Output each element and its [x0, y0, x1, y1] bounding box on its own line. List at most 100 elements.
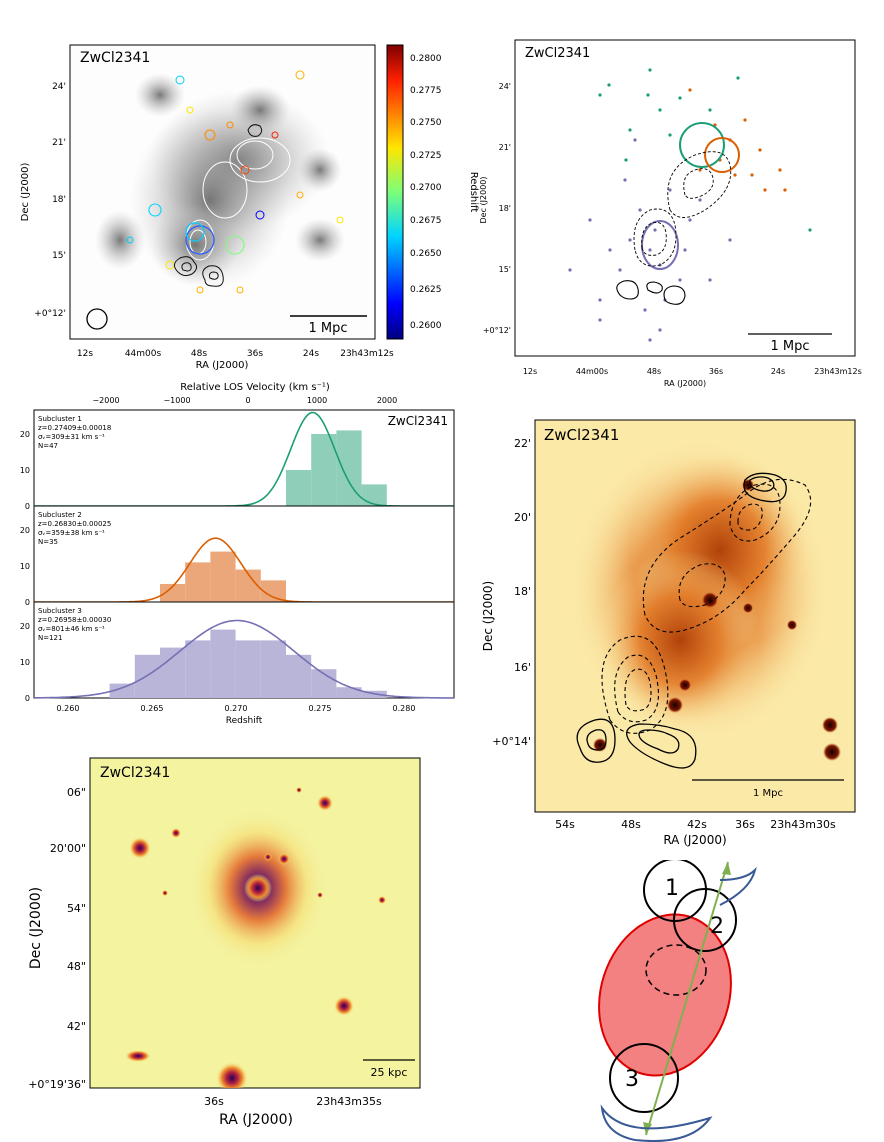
subcluster-redshift: z=0.27409±0.00018 [38, 424, 111, 432]
panel-c-redshift-histograms: Relative LOS Velocity (km s⁻¹) −2000 −10… [20, 382, 455, 726]
radio-contours [576, 472, 787, 769]
shock-arc-bottom [600, 1104, 713, 1142]
subcluster-dispersion: σᵥ=801±46 km s⁻¹ [38, 625, 105, 633]
dashed-contours [633, 151, 732, 267]
x-tick: 0.260 [57, 704, 80, 713]
y-tick: 54" [67, 902, 86, 915]
scalebar-label: 1 Mpc [770, 339, 809, 354]
y-tick: 10 [20, 466, 30, 475]
subcluster-count: N=47 [38, 442, 58, 450]
y-axis-label: Dec (J2000) [480, 177, 488, 224]
x-tick: 0.280 [393, 704, 416, 713]
x-ticks: 36s 23h43m35s [204, 1095, 382, 1108]
y-tick: 24' [52, 82, 66, 92]
y-tick: 18' [52, 195, 66, 205]
y-tick: 0 [25, 694, 30, 703]
x-tick: 0.270 [225, 704, 248, 713]
histogram-bar [361, 484, 387, 506]
subcluster-1-circle [679, 122, 725, 168]
histogram-bar [336, 687, 362, 698]
y-tick: 20 [20, 622, 30, 631]
beam-circle [86, 308, 108, 330]
x-tick: 23h43m12s [814, 367, 862, 376]
colorbar-tick: 0.2625 [410, 285, 442, 295]
x-tick: 23h43m30s [770, 818, 836, 831]
x-tick: 23h43m35s [316, 1095, 382, 1108]
arrow-head-top [722, 862, 731, 875]
y-tick: 18' [499, 204, 511, 213]
x-tick: 42s [687, 818, 707, 831]
panel-f-merger-schematic: 1 2 3 [598, 860, 757, 1142]
dashed-center [645, 944, 707, 996]
panel-b-label: ZwCl2341 [525, 46, 590, 61]
histogram-bar [311, 434, 337, 506]
x-axis-label: Redshift [226, 716, 263, 726]
y-tick: +0°14' [492, 735, 531, 748]
scalebar-label: 25 kpc [371, 1066, 408, 1079]
x-axis-label: RA (J2000) [663, 833, 726, 847]
colorbar-tick: 0.2725 [410, 151, 442, 161]
panel-d-xray-map: ZwCl2341 1 Mpc 54s 48s 42s 36s 23h43m30s… [481, 419, 856, 847]
x-ticks: 12s 44m00s 48s 36s 24s 23h43m12s [77, 349, 394, 359]
x-tick: 24s [771, 367, 785, 376]
y-ticks: 24' 21' 18' 15' +0°12' [34, 82, 66, 319]
panel-a-label: ZwCl2341 [80, 50, 150, 66]
x-ticks: 12s 44m00s 48s 36s 24s 23h43m12s [523, 367, 862, 376]
x-tick: 36s [247, 349, 263, 359]
top-tick: 1000 [307, 396, 327, 405]
x-tick: 48s [647, 367, 661, 376]
y-tick: 10 [20, 562, 30, 571]
member-galaxies [568, 68, 812, 342]
xray-emission [570, 440, 841, 769]
panel-b-subcluster-map: ZwCl2341 1 Mpc 12s 44m00s 48s 36s 24s 23… [480, 39, 862, 388]
histogram-bar [260, 580, 286, 602]
y-tick: 21' [52, 138, 66, 148]
panel-e-optical-image: ZwCl2341 25 kpc 36s 23h43m35s RA (J2000)… [28, 757, 421, 1128]
x-tick: 0.275 [309, 704, 332, 713]
subcluster-count: N=121 [38, 634, 62, 642]
histogram-bar [260, 640, 286, 698]
subcluster-redshift: z=0.26830±0.00025 [38, 520, 111, 528]
radio-contours [616, 280, 686, 305]
panel-e-label: ZwCl2341 [100, 765, 170, 781]
y-tick: 06" [67, 786, 86, 799]
y-tick: 21' [499, 143, 511, 152]
colorbar-tick: 0.2775 [410, 86, 442, 96]
top-tick: −2000 [92, 396, 119, 405]
subcluster-redshift: z=0.26958±0.00030 [38, 616, 111, 624]
y-ticks: 24' 21' 18' 15' +0°12' [483, 82, 511, 335]
marker-label-3: 3 [625, 1067, 639, 1092]
y-tick: 0 [25, 598, 30, 607]
panel-c-label: ZwCl2341 [388, 414, 448, 428]
galaxies [125, 787, 386, 1088]
colorbar-tick: 0.2650 [410, 249, 442, 259]
x-tick: 36s [735, 818, 755, 831]
x-tick: 36s [204, 1095, 224, 1108]
y-tick: 20 [20, 430, 30, 439]
histogram-bar [210, 629, 236, 698]
y-tick: 18' [514, 585, 531, 598]
panel-a-redshift-map: ZwCl2341 1 Mpc 12s 44m00s 48s 36s 24s 23… [20, 44, 479, 370]
y-tick: 0 [25, 502, 30, 511]
y-axis-label: Dec (J2000) [481, 581, 495, 651]
subcluster-name: Subcluster 3 [38, 607, 82, 615]
y-tick: 15' [499, 265, 511, 274]
histogram-bar [109, 683, 135, 698]
histogram-bar [160, 584, 186, 602]
x-tick: 48s [621, 818, 641, 831]
y-tick: 20'00" [50, 842, 86, 855]
icm-ellipse [598, 913, 732, 1077]
histogram-bar [185, 640, 211, 698]
marker-label-2: 2 [710, 914, 724, 939]
dashed-contours [601, 478, 812, 734]
colorbar-label: Redshift [468, 172, 479, 213]
y-tick: 20 [20, 526, 30, 535]
colorbar-tick: 0.2675 [410, 216, 442, 226]
colorbar-tick: 0.2750 [410, 118, 442, 128]
colorbar-tick: 0.2600 [410, 321, 442, 331]
x-axis-label: RA (J2000) [196, 360, 249, 370]
marker-label-1: 1 [665, 876, 679, 901]
colorbar [386, 44, 404, 340]
subcluster-dispersion: σᵥ=359±38 km s⁻¹ [38, 529, 105, 537]
x-tick: 12s [77, 349, 93, 359]
